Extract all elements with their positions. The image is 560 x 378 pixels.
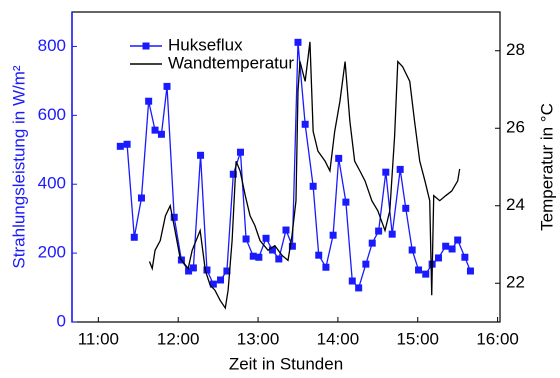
marker	[145, 97, 153, 105]
legend-label: Hukseflux	[168, 35, 243, 54]
marker	[335, 154, 343, 162]
marker	[448, 245, 456, 253]
marker	[217, 276, 225, 284]
y-tick-label: 600	[38, 105, 66, 124]
legend-label: Wandtemperatur	[168, 53, 294, 72]
marker	[301, 120, 309, 128]
marker	[422, 270, 430, 278]
marker	[255, 253, 263, 261]
marker	[329, 231, 337, 239]
marker	[268, 246, 276, 254]
marker	[197, 151, 205, 159]
marker	[116, 142, 124, 150]
marker	[461, 253, 469, 261]
y-axis-label: Strahlungsleistung in W/m²	[9, 65, 28, 268]
marker	[203, 266, 211, 274]
marker	[185, 267, 193, 275]
marker	[282, 226, 290, 234]
marker	[249, 252, 257, 260]
x-tick-label: 12:00	[157, 329, 200, 348]
marker	[368, 239, 376, 247]
y2-tick-label: 26	[506, 118, 525, 137]
marker	[375, 227, 383, 235]
y2-tick-label: 22	[506, 273, 525, 292]
marker	[415, 266, 423, 274]
marker	[242, 235, 250, 243]
marker	[408, 246, 416, 254]
marker	[322, 263, 330, 271]
marker	[223, 267, 231, 275]
marker	[342, 198, 350, 206]
y2-tick-label: 24	[506, 195, 525, 214]
x-tick-label: 13:00	[237, 329, 280, 348]
marker	[209, 280, 217, 288]
series-line	[148, 41, 461, 310]
x-tick-label: 14:00	[317, 329, 360, 348]
marker	[288, 242, 296, 250]
marker	[170, 213, 178, 221]
x-axis-label: Zeit in Stunden	[229, 354, 343, 373]
marker	[229, 170, 237, 178]
marker	[262, 234, 270, 242]
y-tick-label: 0	[57, 311, 66, 330]
marker	[382, 168, 390, 176]
marker	[348, 277, 356, 285]
marker	[442, 242, 450, 250]
legend-marker	[142, 42, 150, 50]
marker	[163, 82, 171, 90]
marker	[275, 255, 283, 263]
marker	[151, 126, 159, 134]
marker	[388, 230, 396, 238]
marker	[355, 284, 363, 292]
marker	[396, 165, 404, 173]
marker	[435, 254, 443, 262]
x-tick-label: 15:00	[396, 329, 439, 348]
y-tick-label: 400	[38, 174, 66, 193]
marker	[402, 204, 410, 212]
series-line	[120, 42, 472, 290]
marker	[294, 38, 302, 46]
marker	[189, 264, 197, 272]
y-tick-label: 800	[38, 36, 66, 55]
marker	[130, 233, 138, 241]
x-tick-label: 16:00	[476, 329, 519, 348]
marker	[454, 236, 462, 244]
x-tick-label: 11:00	[78, 329, 119, 348]
y-tick-label: 200	[38, 243, 66, 262]
marker	[466, 267, 474, 275]
marker	[309, 182, 317, 190]
y2-tick-label: 28	[506, 40, 525, 59]
marker	[315, 251, 323, 259]
marker	[157, 130, 165, 138]
marker	[236, 148, 244, 156]
marker	[123, 140, 131, 148]
marker	[362, 260, 370, 268]
marker	[137, 194, 145, 202]
y2-axis-label: Temperatur in °C	[537, 103, 556, 231]
